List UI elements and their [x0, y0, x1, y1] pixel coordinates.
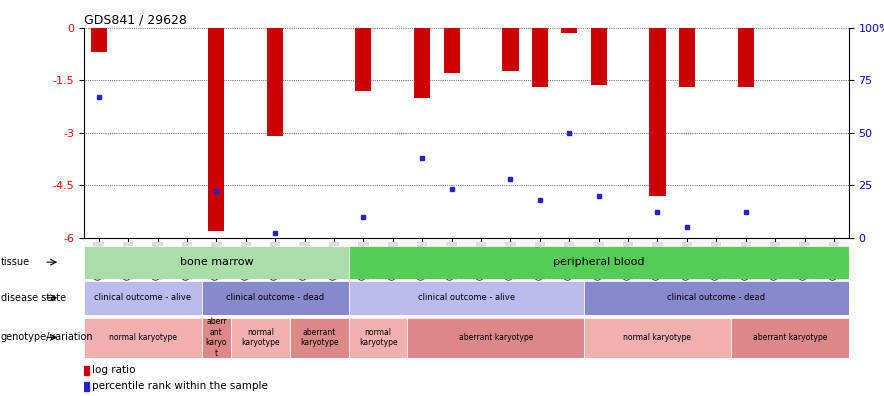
Text: peripheral blood: peripheral blood — [552, 257, 644, 267]
Bar — [202, 318, 231, 358]
Bar — [84, 246, 348, 279]
Text: aberr
ant
karyo
t: aberr ant karyo t — [206, 318, 227, 358]
Bar — [532, 28, 548, 87]
Text: clinical outcome - dead: clinical outcome - dead — [226, 293, 324, 303]
Text: percentile rank within the sample: percentile rank within the sample — [93, 381, 268, 391]
Bar — [737, 28, 754, 87]
Bar — [209, 28, 225, 230]
Text: normal
karyotype: normal karyotype — [241, 328, 279, 347]
Bar — [679, 28, 695, 87]
Bar — [502, 28, 519, 71]
Text: aberrant
karyotype: aberrant karyotype — [300, 328, 339, 347]
Bar — [348, 246, 849, 279]
Text: clinical outcome - dead: clinical outcome - dead — [667, 293, 766, 303]
Bar — [84, 382, 88, 390]
Text: normal karyotype: normal karyotype — [623, 333, 691, 342]
Bar — [444, 28, 460, 73]
Bar — [84, 318, 202, 358]
Bar — [408, 318, 584, 358]
Bar — [414, 28, 431, 98]
Text: genotype/variation: genotype/variation — [1, 332, 94, 343]
Bar — [355, 28, 371, 91]
Bar — [650, 28, 666, 196]
Bar — [348, 318, 408, 358]
Bar — [231, 318, 290, 358]
Bar — [561, 28, 577, 33]
Text: aberrant karyotype: aberrant karyotype — [459, 333, 533, 342]
Text: tissue: tissue — [1, 257, 30, 267]
Bar — [591, 28, 606, 86]
Bar — [290, 318, 348, 358]
Text: disease state: disease state — [1, 293, 66, 303]
Bar — [348, 281, 584, 315]
Text: aberrant karyotype: aberrant karyotype — [752, 333, 827, 342]
Text: bone marrow: bone marrow — [179, 257, 253, 267]
Bar — [584, 281, 849, 315]
Bar — [584, 318, 731, 358]
Bar — [84, 366, 88, 375]
Text: clinical outcome - alive: clinical outcome - alive — [418, 293, 514, 303]
Bar — [731, 318, 849, 358]
Bar — [267, 28, 283, 136]
Text: log ratio: log ratio — [93, 365, 136, 375]
Text: normal karyotype: normal karyotype — [109, 333, 177, 342]
Bar — [90, 28, 107, 52]
Text: GDS841 / 29628: GDS841 / 29628 — [84, 13, 187, 27]
Bar — [84, 281, 202, 315]
Text: clinical outcome - alive: clinical outcome - alive — [95, 293, 191, 303]
Text: normal
karyotype: normal karyotype — [359, 328, 398, 347]
Bar — [202, 281, 348, 315]
